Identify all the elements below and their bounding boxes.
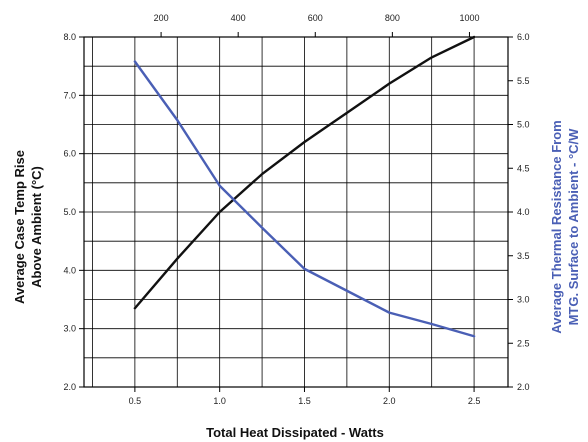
thermal-resistance-series-line bbox=[133, 60, 476, 338]
y-axis-right-title-line1: Average Thermal Resistance From bbox=[549, 120, 564, 333]
y-right-tick-label: 5.5 bbox=[517, 76, 530, 86]
x2-tick-label: 200 bbox=[154, 13, 169, 23]
y-left-tick-label: 7.0 bbox=[63, 90, 76, 100]
x-axis-title: Total Heat Dissipated - Watts bbox=[206, 425, 384, 440]
series-lines bbox=[133, 35, 476, 338]
x-tick-label: 0.5 bbox=[129, 396, 142, 406]
x2-tick-label: 1000 bbox=[459, 13, 479, 23]
y-left-tick-label: 6.0 bbox=[63, 149, 76, 159]
y-right-tick-label: 4.0 bbox=[517, 207, 530, 217]
y-right-tick-label: 3.5 bbox=[517, 251, 530, 261]
grid-lines bbox=[84, 37, 508, 387]
x2-tick-label: 800 bbox=[385, 13, 400, 23]
y-right-tick-label: 2.0 bbox=[517, 382, 530, 392]
x2-tick-label: 600 bbox=[308, 13, 323, 23]
y-left-tick-label: 8.0 bbox=[63, 32, 76, 42]
y-left-tick-label: 2.0 bbox=[63, 382, 76, 392]
y-axis-left-title-line2: Above Ambient (°C) bbox=[29, 166, 44, 288]
y-right-tick-label: 2.5 bbox=[517, 338, 530, 348]
y-left-tick-label: 3.0 bbox=[63, 324, 76, 334]
y-right-tick-label: 5.0 bbox=[517, 120, 530, 130]
x2-tick-label: 400 bbox=[231, 13, 246, 23]
y-right-tick-label: 6.0 bbox=[517, 32, 530, 42]
y-right-tick-label: 4.5 bbox=[517, 163, 530, 173]
tick-labels: 0.5 1.0 1.5 2.0 2.5 200 400 600 800 1000 2.0 3.0 4.0… bbox=[63, 13, 529, 406]
y-axis-left-title-line1: Average Case Temp Rise bbox=[12, 150, 27, 304]
y-right-tick-label: 3.0 bbox=[517, 295, 530, 305]
y-axis-right-title-line2: MTG. Surface to Ambient - °C/W bbox=[566, 128, 581, 326]
tick-marks bbox=[79, 32, 513, 392]
x-tick-label: 2.0 bbox=[383, 396, 396, 406]
case-temp-rise-series-line bbox=[133, 35, 476, 310]
y-left-tick-label: 5.0 bbox=[63, 207, 76, 217]
x-tick-label: 1.0 bbox=[213, 396, 226, 406]
x-tick-label: 2.5 bbox=[468, 396, 481, 406]
y-left-tick-label: 4.0 bbox=[63, 265, 76, 275]
x-tick-label: 1.5 bbox=[298, 396, 311, 406]
